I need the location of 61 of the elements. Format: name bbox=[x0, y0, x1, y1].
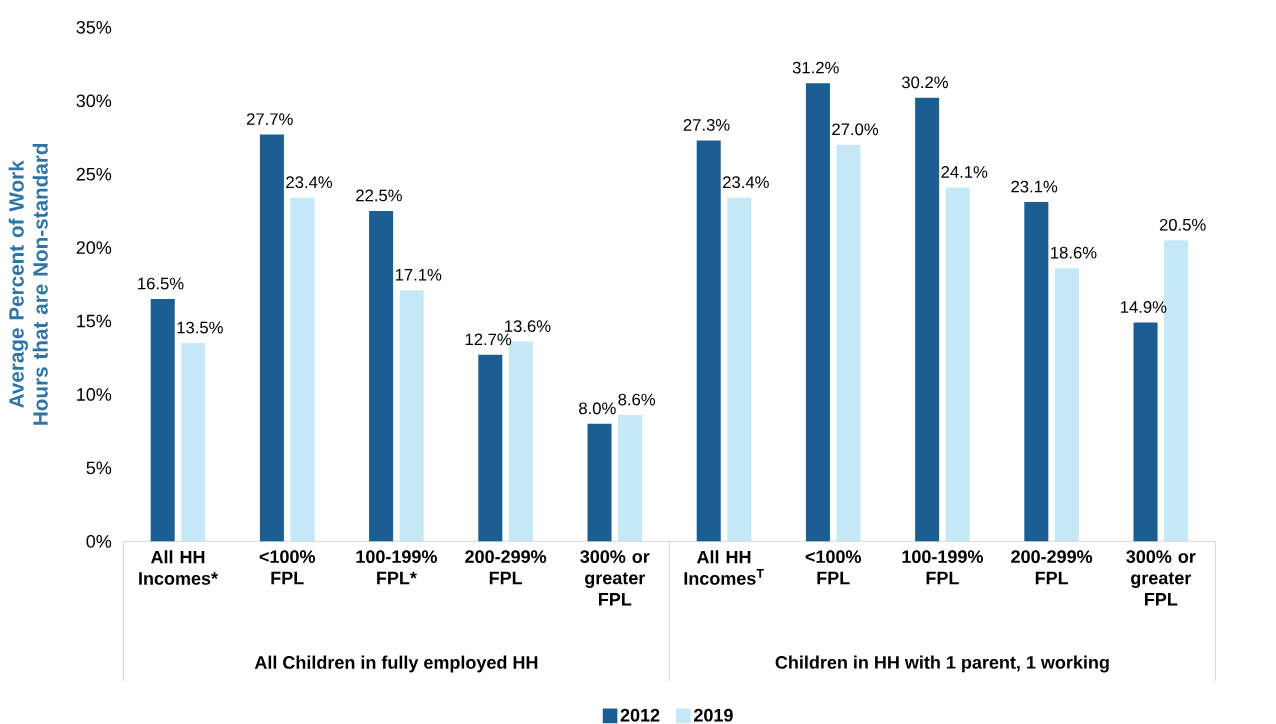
data-label: 27.7% bbox=[246, 113, 293, 125]
y-axis-title: Average Percent of Work Hours that are Non-standard bbox=[8, 143, 48, 425]
data-label: 24.1% bbox=[941, 166, 988, 178]
data-label: 13.6% bbox=[505, 320, 551, 333]
data-label: 22.5% bbox=[356, 189, 402, 202]
text: Children in HH with 1 parent, 1 working bbox=[775, 655, 1109, 673]
data-label: 23.1% bbox=[1011, 180, 1058, 193]
bar bbox=[150, 299, 175, 542]
x-tick-label: All HH Incomes$^{T}$ bbox=[684, 550, 764, 585]
bar bbox=[945, 187, 970, 542]
x-tick-label: 200-299% FPL bbox=[1011, 550, 1093, 585]
data-label: 23.4% bbox=[723, 176, 769, 189]
data-label: 20.5% bbox=[1159, 218, 1206, 231]
y-tick-label: 15% bbox=[77, 314, 112, 328]
data-label: 23.4% bbox=[286, 176, 333, 189]
data-label: 13.5% bbox=[177, 321, 223, 334]
legend-label: 2019 bbox=[694, 708, 733, 722]
bar bbox=[587, 423, 612, 542]
x-tick-label: All HH Incomes* bbox=[139, 550, 218, 585]
data-label: 31.2% bbox=[792, 61, 839, 74]
bar bbox=[181, 343, 206, 542]
data-label: 8.6% bbox=[618, 393, 656, 406]
data-label: 27.3% bbox=[683, 119, 730, 131]
y-tick-label: 10% bbox=[77, 388, 112, 401]
bar bbox=[696, 140, 721, 542]
x-tick-label: 200-299% FPL bbox=[465, 550, 547, 585]
data-label: 12.7% bbox=[465, 333, 512, 346]
bar bbox=[369, 210, 394, 542]
bar bbox=[259, 134, 284, 542]
data-label: 8.0% bbox=[579, 402, 616, 415]
data-label: 17.1% bbox=[395, 268, 442, 281]
x-tick-label: <100% FPL bbox=[259, 550, 315, 585]
data-label: 14.9% bbox=[1120, 301, 1167, 313]
bar bbox=[836, 144, 861, 542]
y-tick-label: 30% bbox=[76, 94, 112, 108]
x-tick-label: 300% or greater FPL bbox=[1126, 550, 1196, 606]
bar bbox=[727, 197, 752, 542]
bar bbox=[399, 290, 424, 542]
bar bbox=[1133, 322, 1158, 542]
x-tick-label: 300% or greater FPL bbox=[580, 550, 650, 606]
bar bbox=[290, 197, 315, 542]
bar bbox=[478, 354, 503, 542]
y-tick-label: 20% bbox=[76, 241, 112, 254]
data-label: 16.5% bbox=[138, 277, 184, 290]
data-label: 18.6% bbox=[1051, 246, 1097, 259]
text: All Children in fully employed HH bbox=[254, 655, 538, 673]
bar bbox=[1054, 268, 1079, 542]
bar bbox=[1024, 202, 1049, 542]
data-label: 30.2% bbox=[901, 76, 948, 89]
y-tick-label: 5% bbox=[86, 461, 112, 475]
bar bbox=[805, 83, 830, 542]
x-tick-label: <100% FPL bbox=[805, 550, 862, 585]
x-tick-label: 100-199% FPL* bbox=[356, 550, 437, 585]
legend-label: 2012 bbox=[620, 708, 660, 722]
y-tick-label: 35% bbox=[76, 20, 112, 34]
x-tick-label: 100-199% FPL bbox=[902, 550, 983, 585]
y-tick-label: 0% bbox=[86, 534, 112, 548]
y-tick-label: 25% bbox=[76, 167, 112, 181]
data-label: 27.0% bbox=[832, 123, 879, 136]
bar bbox=[618, 415, 643, 542]
bar bbox=[915, 97, 940, 542]
